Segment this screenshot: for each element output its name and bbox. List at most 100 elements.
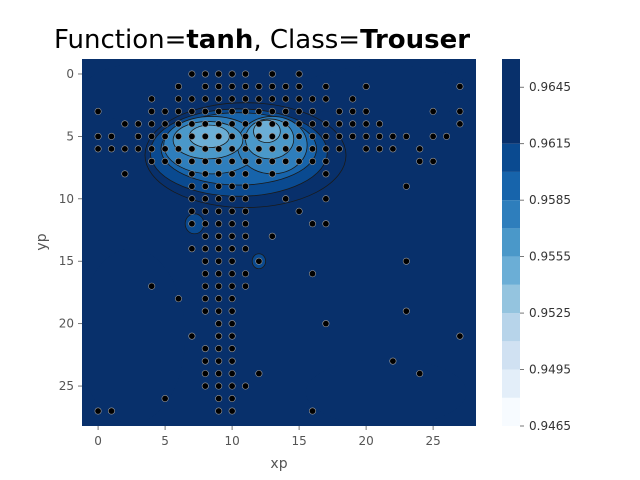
scatter-point bbox=[376, 132, 384, 140]
contour-dark-regions bbox=[82, 63, 474, 426]
scatter-point bbox=[215, 232, 223, 240]
scatter-point bbox=[215, 95, 223, 103]
scatter-point bbox=[309, 107, 317, 115]
scatter-point bbox=[228, 370, 236, 378]
scatter-point bbox=[161, 157, 169, 165]
scatter-point bbox=[268, 157, 276, 165]
scatter-point bbox=[402, 307, 410, 315]
scatter-point bbox=[188, 332, 196, 340]
scatter-point bbox=[188, 95, 196, 103]
scatter-point bbox=[282, 157, 290, 165]
scatter-point bbox=[241, 145, 249, 153]
scatter-point bbox=[322, 132, 330, 140]
x-tick-label: 10 bbox=[224, 434, 239, 448]
scatter-point bbox=[362, 132, 370, 140]
scatter-point bbox=[215, 270, 223, 278]
scatter-point bbox=[309, 95, 317, 103]
scatter-point bbox=[148, 157, 156, 165]
scatter-point bbox=[255, 157, 263, 165]
scatter-point bbox=[322, 95, 330, 103]
colorbar-band bbox=[502, 284, 520, 314]
scatter-point bbox=[241, 282, 249, 290]
scatter-point bbox=[295, 132, 303, 140]
scatter-point bbox=[201, 120, 209, 128]
y-tick-label: 10 bbox=[59, 192, 74, 206]
y-tick-label: 0 bbox=[66, 67, 74, 81]
scatter-point bbox=[282, 120, 290, 128]
scatter-point bbox=[309, 270, 317, 278]
scatter-point bbox=[94, 107, 102, 115]
y-tick-label: 20 bbox=[59, 317, 74, 331]
scatter-point bbox=[456, 120, 464, 128]
scatter-point bbox=[215, 170, 223, 178]
scatter-point bbox=[201, 195, 209, 203]
scatter-point bbox=[322, 220, 330, 228]
scatter-point bbox=[335, 145, 343, 153]
scatter-point bbox=[148, 95, 156, 103]
scatter-point bbox=[228, 307, 236, 315]
scatter-point bbox=[402, 182, 410, 190]
scatter-point bbox=[309, 157, 317, 165]
colorbar-band bbox=[502, 397, 520, 426]
scatter-point bbox=[268, 70, 276, 78]
scatter-point bbox=[228, 332, 236, 340]
scatter-point bbox=[268, 107, 276, 115]
scatter-point bbox=[268, 132, 276, 140]
scatter-point bbox=[362, 82, 370, 90]
colorbar-band bbox=[502, 143, 520, 172]
x-tick-label: 15 bbox=[291, 434, 306, 448]
colorbar-tick-label: 0.9495 bbox=[529, 363, 571, 377]
colorbar-tick-label: 0.9645 bbox=[529, 80, 571, 94]
scatter-point bbox=[282, 95, 290, 103]
scatter-point bbox=[215, 295, 223, 303]
scatter-point bbox=[134, 145, 142, 153]
scatter-point bbox=[174, 120, 182, 128]
scatter-point bbox=[309, 132, 317, 140]
scatter-point bbox=[295, 120, 303, 128]
scatter-point bbox=[201, 170, 209, 178]
scatter-point bbox=[215, 395, 223, 403]
scatter-point bbox=[228, 395, 236, 403]
scatter-point bbox=[228, 195, 236, 203]
scatter-point bbox=[241, 107, 249, 115]
y-axis-label: yp bbox=[34, 233, 50, 250]
scatter-point bbox=[241, 82, 249, 90]
scatter-point bbox=[188, 145, 196, 153]
scatter-point bbox=[255, 257, 263, 265]
scatter-point bbox=[161, 107, 169, 115]
scatter-point bbox=[174, 295, 182, 303]
scatter-point bbox=[416, 145, 424, 153]
scatter-point bbox=[241, 170, 249, 178]
scatter-point bbox=[161, 145, 169, 153]
x-axis: 0 5 10 15 20 25 bbox=[94, 426, 441, 448]
scatter-point bbox=[215, 132, 223, 140]
scatter-point bbox=[295, 95, 303, 103]
scatter-point bbox=[268, 82, 276, 90]
scatter-point bbox=[94, 132, 102, 140]
scatter-point bbox=[228, 407, 236, 415]
scatter-point bbox=[241, 232, 249, 240]
scatter-point bbox=[389, 357, 397, 365]
scatter-point bbox=[295, 145, 303, 153]
scatter-point bbox=[107, 145, 115, 153]
scatter-point bbox=[228, 145, 236, 153]
scatter-point bbox=[228, 220, 236, 228]
scatter-point bbox=[228, 270, 236, 278]
scatter-point bbox=[215, 157, 223, 165]
scatter-point bbox=[309, 407, 317, 415]
scatter-point bbox=[228, 382, 236, 390]
scatter-point bbox=[429, 157, 437, 165]
scatter-point bbox=[188, 220, 196, 228]
scatter-point bbox=[188, 245, 196, 253]
scatter-point bbox=[215, 370, 223, 378]
scatter-point bbox=[228, 245, 236, 253]
colorbar bbox=[502, 59, 520, 426]
scatter-point bbox=[402, 257, 410, 265]
x-axis-label: xp bbox=[270, 456, 287, 472]
scatter-point bbox=[201, 182, 209, 190]
scatter-point bbox=[228, 120, 236, 128]
scatter-point bbox=[215, 82, 223, 90]
scatter-point bbox=[255, 95, 263, 103]
scatter-point bbox=[174, 107, 182, 115]
scatter-point bbox=[456, 107, 464, 115]
